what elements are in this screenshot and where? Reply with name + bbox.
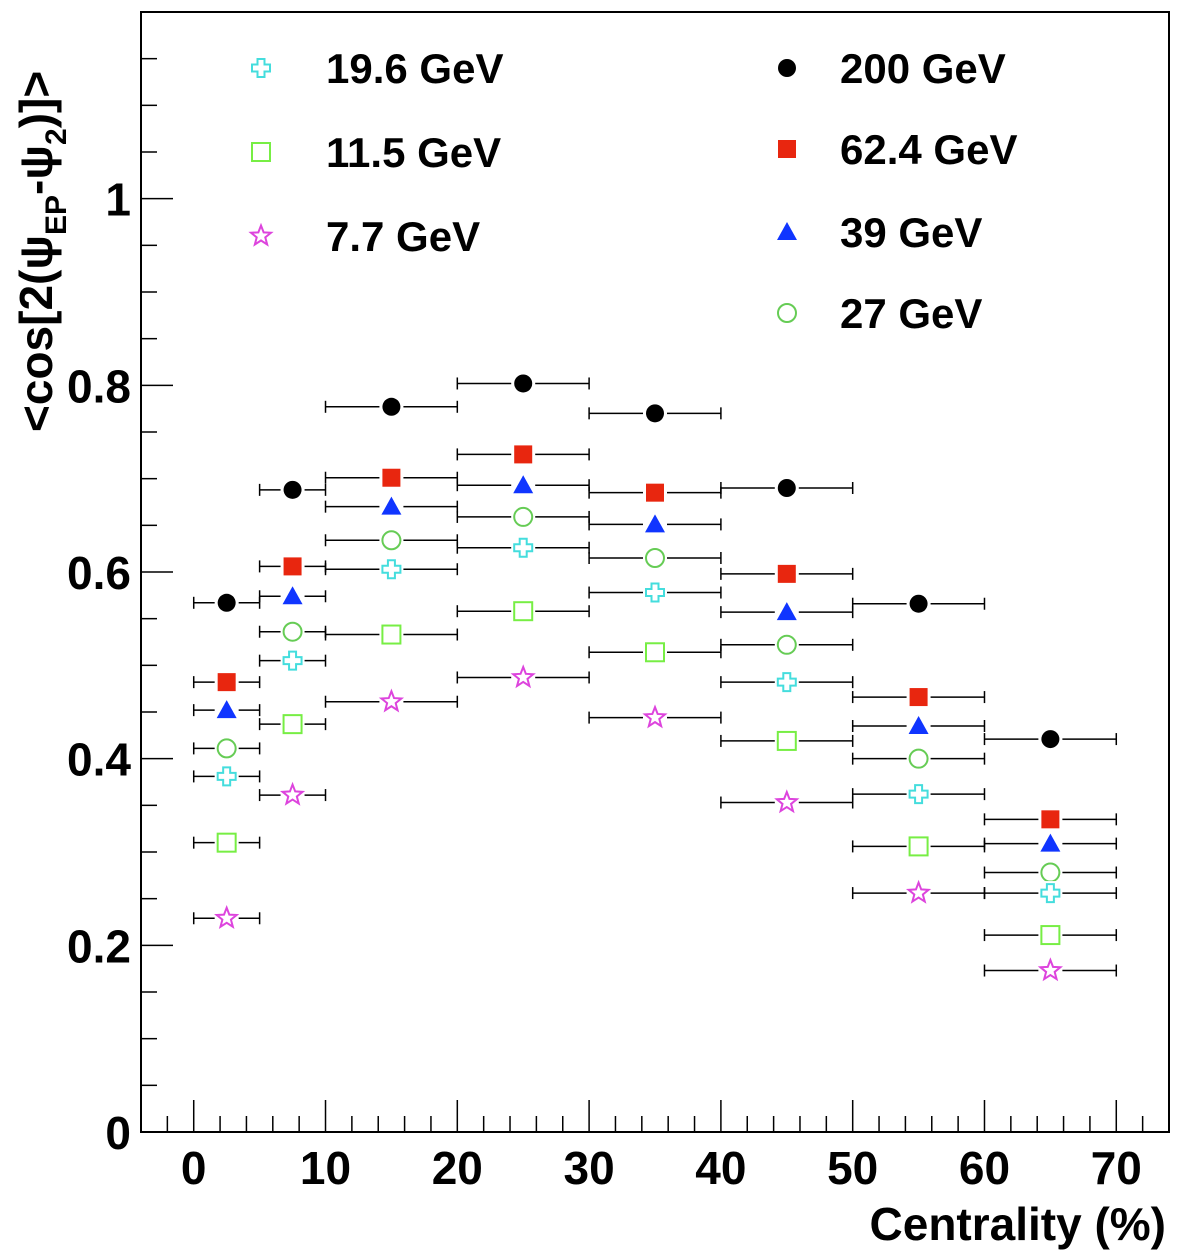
data-point-11-5-gev — [381, 624, 402, 645]
data-point-39-gev — [513, 475, 534, 494]
data-point-39-gev — [381, 496, 402, 515]
x-axis-title: Centrality (%) — [870, 1198, 1166, 1250]
error-bars — [192, 377, 1118, 977]
y-axis: 0 0.2 0.4 0.6 0.8 1 — [67, 11, 173, 1159]
data-point-39-gev — [282, 586, 303, 605]
data-point-39-gev — [908, 716, 929, 734]
data-point-200-gev — [382, 397, 401, 416]
data-point-27-gev — [513, 506, 534, 527]
y-axis-title-prefix: <cos[2(ψ — [10, 235, 62, 432]
data-point-7-7-gev — [279, 781, 306, 806]
x-tick-label: 20 — [432, 1142, 483, 1194]
data-point-7-7-gev — [642, 704, 668, 729]
data-point-62-4-gev — [777, 564, 796, 583]
legend-marker-7-7-gev — [248, 222, 274, 247]
data-markers — [214, 371, 1064, 983]
legend-marker-62-4-gev — [778, 140, 796, 158]
x-tick-label: 0 — [181, 1142, 207, 1194]
x-tick-label: 70 — [1091, 1142, 1142, 1194]
data-point-62-4-gev — [382, 468, 401, 487]
data-point-11-5-gev — [776, 730, 797, 751]
legend-label-7-7-gev: 7.7 GeV — [326, 213, 480, 260]
data-point-7-7-gev — [378, 688, 405, 713]
data-point-200-gev — [1041, 730, 1060, 749]
y-axis-title-suffix: )]> — [10, 71, 62, 129]
data-point-27-gev — [776, 634, 797, 655]
data-point-11-5-gev — [645, 642, 665, 663]
legend-marker-19-6-gev — [251, 58, 271, 78]
data-point-62-4-gev — [514, 445, 533, 464]
legend-label-19-6-gev: 19.6 GeV — [326, 45, 503, 92]
data-point-200-gev — [646, 404, 664, 423]
data-point-27-gev — [381, 530, 402, 551]
legend-marker-200-gev — [778, 59, 796, 77]
data-point-39-gev — [216, 700, 237, 719]
y-axis-title-sub-2: 2 — [40, 128, 73, 145]
y-tick-label: 1 — [105, 174, 131, 226]
x-tick-label: 10 — [300, 1142, 351, 1194]
data-point-27-gev — [282, 621, 303, 642]
data-point-27-gev — [908, 748, 929, 769]
legend-label-62-4-gev: 62.4 GeV — [840, 126, 1017, 173]
legend-marker-11-5-gev — [251, 142, 271, 162]
data-point-62-4-gev — [283, 557, 302, 576]
x-tick-label: 30 — [564, 1142, 615, 1194]
legend-label-200-gev: 200 GeV — [840, 45, 1006, 92]
x-axis: 0 10 20 30 40 50 60 70 — [166, 1100, 1144, 1194]
data-point-200-gev — [217, 593, 236, 612]
data-point-19-6-gev — [908, 784, 929, 805]
legend-label-39-gev: 39 GeV — [840, 209, 982, 256]
data-point-11-5-gev — [513, 601, 534, 622]
legend-marker-39-gev — [777, 222, 797, 240]
data-point-7-7-gev — [1037, 957, 1064, 982]
data-point-7-7-gev — [214, 904, 240, 930]
data-point-27-gev — [645, 548, 665, 568]
y-axis-title-sub-ep: EP — [40, 195, 73, 235]
legend-label-27-gev: 27 GeV — [840, 290, 982, 337]
y-tick-label: 0.8 — [67, 360, 131, 412]
data-point-200-gev — [283, 480, 302, 499]
data-point-62-4-gev — [909, 688, 928, 707]
data-point-200-gev — [777, 479, 796, 497]
data-point-62-4-gev — [217, 673, 236, 692]
data-point-19-6-gev — [282, 650, 303, 671]
svg-text:<cos[2(ψEP-ψ2)]>: <cos[2(ψEP-ψ2)]> — [10, 71, 73, 432]
x-tick-label: 50 — [827, 1142, 878, 1194]
x-tick-label: 60 — [959, 1142, 1010, 1194]
data-point-62-4-gev — [1041, 810, 1060, 829]
x-tick-label: 40 — [695, 1142, 746, 1194]
data-point-11-5-gev — [216, 832, 237, 853]
data-point-200-gev — [909, 594, 928, 613]
y-tick-label: 0 — [105, 1107, 131, 1159]
data-point-19-6-gev — [1040, 883, 1061, 904]
data-point-39-gev — [776, 602, 797, 621]
data-point-7-7-gev — [774, 789, 800, 814]
data-point-11-5-gev — [282, 714, 303, 735]
data-point-19-6-gev — [645, 582, 665, 603]
data-point-27-gev — [216, 738, 237, 759]
y-tick-label: 0.2 — [67, 920, 131, 972]
y-tick-label: 0.4 — [67, 734, 131, 786]
data-point-19-6-gev — [513, 537, 534, 558]
data-point-11-5-gev — [908, 836, 929, 857]
y-tick-label: 0.6 — [67, 547, 131, 599]
data-point-7-7-gev — [905, 879, 932, 904]
data-point-39-gev — [645, 514, 665, 533]
legend: 19.6 GeV 11.5 GeV 7.7 GeV 200 GeV 62.4 GeV 39… — [248, 45, 1017, 337]
data-point-62-4-gev — [646, 483, 664, 502]
y-axis-title: <cos[2(ψEP-ψ2)]> — [10, 71, 73, 432]
data-point-200-gev — [514, 374, 533, 393]
data-point-19-6-gev — [381, 559, 402, 580]
data-point-7-7-gev — [510, 664, 536, 689]
legend-marker-27-gev — [777, 303, 797, 323]
legend-label-11-5-gev: 11.5 GeV — [326, 129, 501, 176]
y-axis-title-mid: -ψ — [10, 145, 62, 195]
data-point-19-6-gev — [776, 672, 797, 693]
data-point-39-gev — [1040, 833, 1061, 852]
data-point-11-5-gev — [1040, 925, 1061, 946]
data-point-19-6-gev — [216, 766, 237, 787]
